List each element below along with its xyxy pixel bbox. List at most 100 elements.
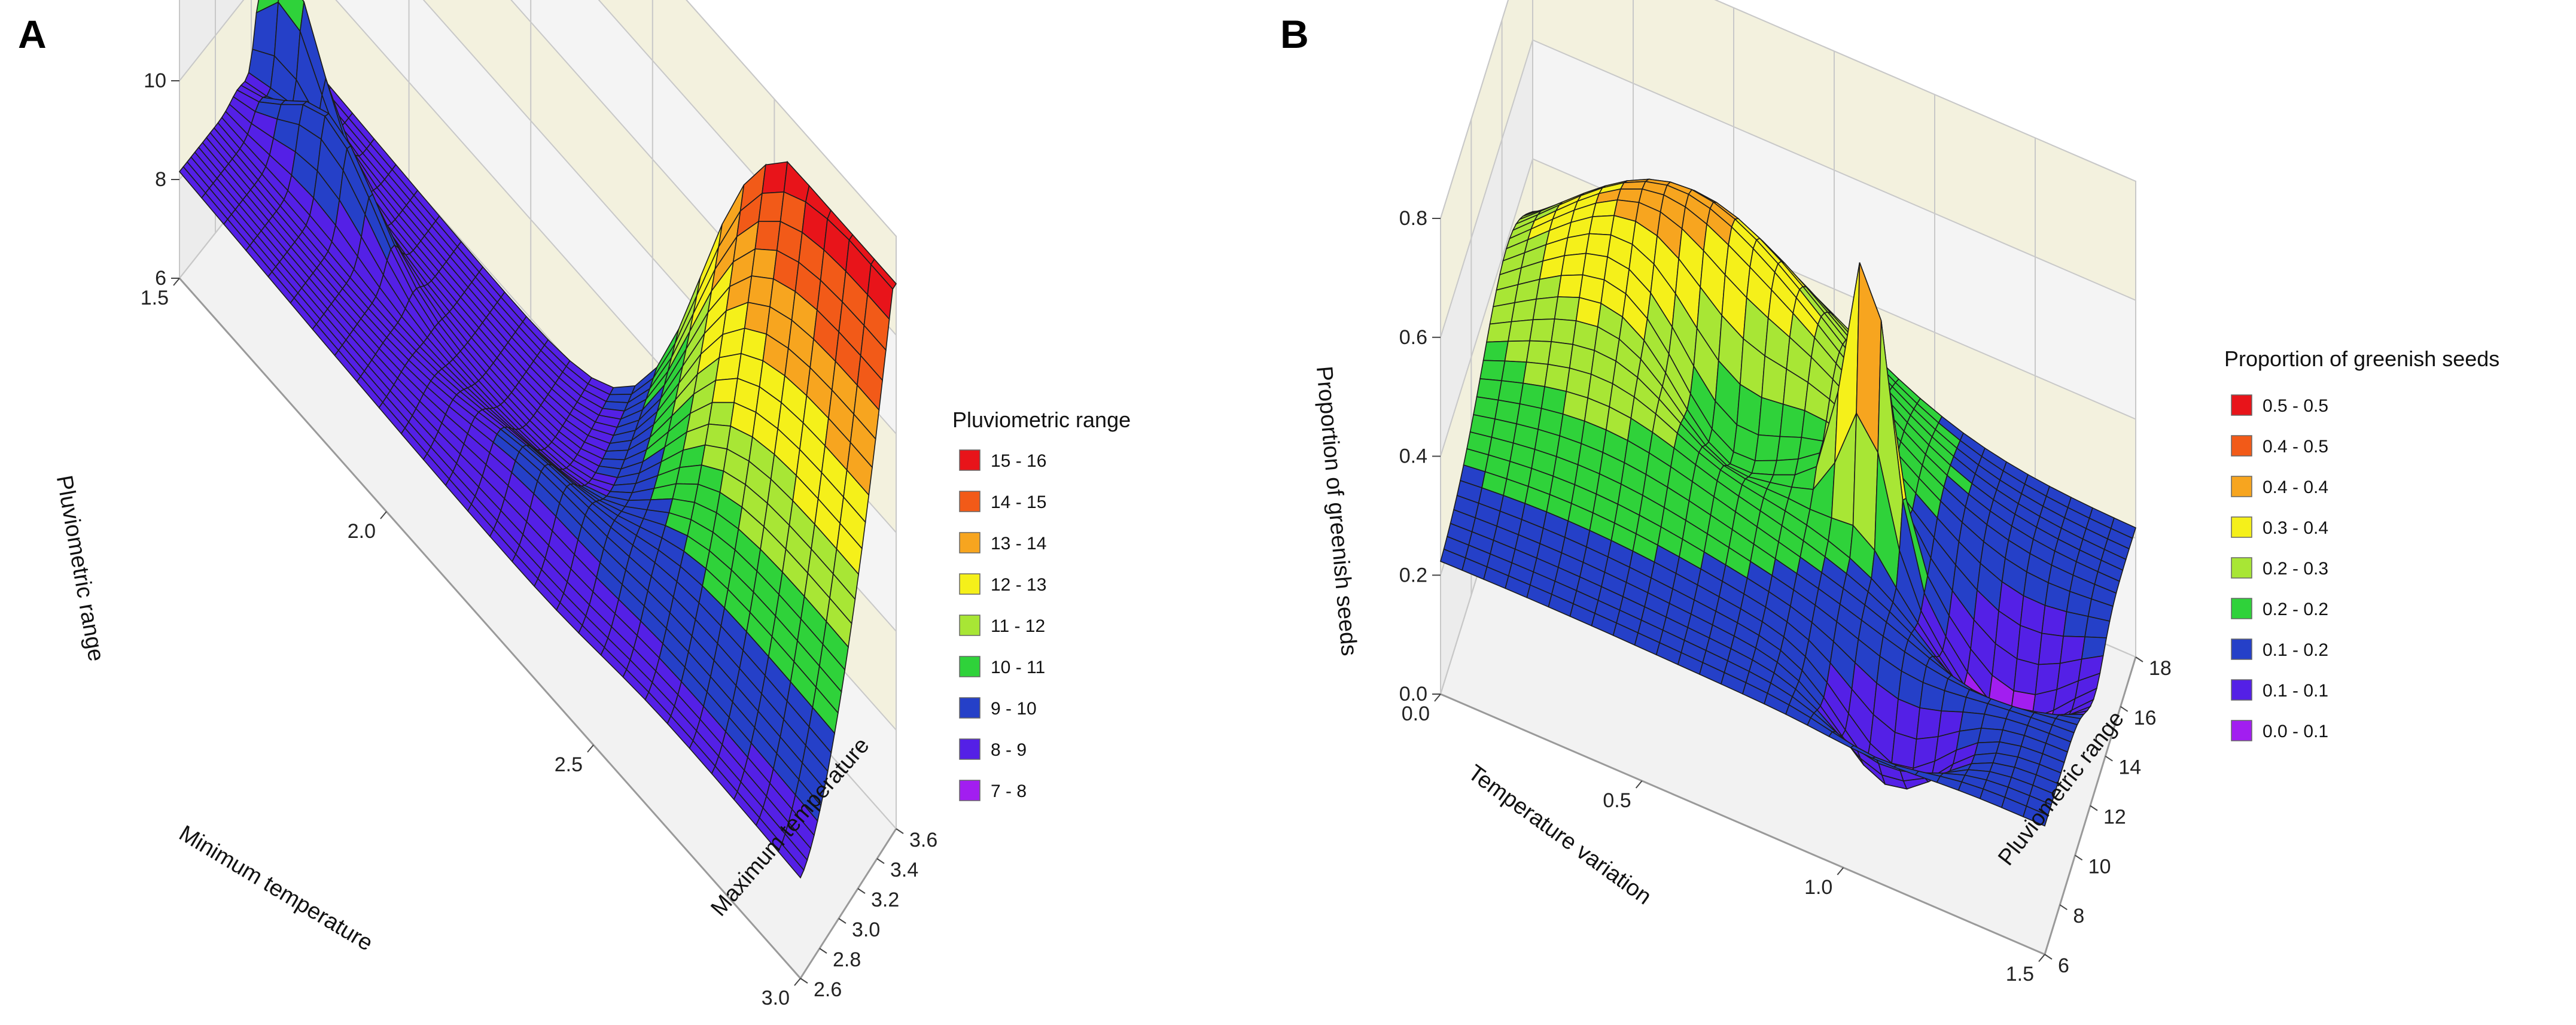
surface-cell bbox=[751, 248, 778, 280]
surface-cell bbox=[1547, 341, 1574, 369]
surface-cell bbox=[1619, 181, 1646, 190]
surface-cell bbox=[1779, 403, 1805, 438]
surface-cell bbox=[1479, 360, 1506, 382]
legend-swatch bbox=[959, 697, 981, 719]
x-tick-mark bbox=[173, 278, 180, 286]
legend-swatch bbox=[959, 780, 981, 801]
surface-cell bbox=[608, 385, 636, 396]
y-tick-mark bbox=[2075, 854, 2083, 861]
y-tick-mark bbox=[2044, 954, 2053, 960]
legend-label: 15 - 16 bbox=[991, 451, 1046, 471]
y-tick-label: 14 bbox=[2118, 756, 2141, 779]
surface-cell bbox=[711, 378, 738, 403]
y-tick-mark bbox=[838, 918, 847, 924]
z-tick-label: 0.8 bbox=[1399, 207, 1427, 230]
legend-label: 13 - 14 bbox=[991, 534, 1046, 553]
legend-swatch bbox=[959, 615, 981, 636]
legend-label: 0.4 - 0.5 bbox=[2263, 437, 2328, 457]
legend-swatch bbox=[2231, 557, 2252, 579]
legend-label: 0.1 - 0.1 bbox=[2263, 681, 2328, 701]
panel-b-legend-title: Proportion of greenish seeds bbox=[2224, 346, 2499, 371]
y-tick-label: 3.0 bbox=[852, 918, 880, 941]
x-tick-label: 1.5 bbox=[141, 287, 169, 309]
surface-cell bbox=[1585, 233, 1612, 258]
y-tick-mark bbox=[2059, 904, 2068, 910]
surface-cell bbox=[1482, 340, 1509, 362]
surface-cell bbox=[1557, 274, 1584, 299]
legend-label: 8 - 9 bbox=[991, 740, 1027, 760]
surface-cell bbox=[1971, 752, 1998, 765]
legend-swatch bbox=[2231, 435, 2252, 457]
x-tick-mark bbox=[794, 978, 801, 986]
panel-a-letter: A bbox=[18, 12, 47, 56]
surface-cell bbox=[1758, 397, 1784, 437]
legend-label: 0.5 - 0.5 bbox=[2263, 396, 2328, 416]
surface-cell bbox=[1554, 296, 1581, 321]
legend-swatch bbox=[2231, 394, 2252, 416]
legend-swatch bbox=[959, 532, 981, 553]
panel-b-ticks: 0.0 0.2 0.4 0.6 0.8 0.0 0.5 1.0 1.5 6 8 10 12 14 16 18 bbox=[1399, 207, 2172, 986]
legend-label: 0.3 - 0.4 bbox=[2263, 518, 2328, 538]
panel-b-surface bbox=[1440, 178, 2136, 827]
surface-cell bbox=[1751, 460, 1777, 476]
y-tick-mark bbox=[2090, 805, 2098, 811]
y-tick-mark bbox=[857, 888, 866, 894]
y-tick-label: 3.4 bbox=[890, 859, 918, 881]
x-tick-mark bbox=[1434, 694, 1441, 702]
legend-label: 0.2 - 0.3 bbox=[2263, 559, 2328, 579]
wall-gridline bbox=[686, 0, 897, 237]
legend-swatch bbox=[959, 656, 981, 677]
x-tick-label: 2.5 bbox=[555, 753, 583, 776]
y-tick-mark bbox=[800, 978, 808, 984]
z-tick-label: 0.2 bbox=[1399, 564, 1427, 586]
surface-cell bbox=[1532, 296, 1559, 321]
surface-cell bbox=[1560, 253, 1587, 276]
legend-label: 0.4 - 0.4 bbox=[2263, 477, 2328, 497]
z-tick-label: 6 bbox=[155, 267, 166, 290]
y-tick-label: 10 bbox=[2088, 855, 2111, 878]
x-tick-label: 0.5 bbox=[1603, 789, 1631, 812]
surface-cell bbox=[762, 161, 788, 194]
x-tick-mark bbox=[1635, 780, 1643, 789]
left-wall-band bbox=[1441, 0, 1533, 337]
panel-a-legend: Pluviometric range 15 - 16 14 - 15 13 - 14… bbox=[952, 407, 1131, 801]
surface-cell bbox=[758, 191, 785, 222]
surface-cell bbox=[602, 449, 629, 461]
z-tick-label: 10 bbox=[144, 69, 166, 92]
legend-swatch bbox=[2231, 638, 2252, 660]
surface-cell bbox=[1773, 458, 1799, 476]
legend-swatch bbox=[2231, 516, 2252, 538]
surface-cell bbox=[1486, 321, 1512, 343]
panel-b-legend: Proportion of greenish seeds 0.5 - 0.5 0.… bbox=[2224, 346, 2499, 741]
surface-cell bbox=[1508, 319, 1534, 342]
y-tick-label: 16 bbox=[2134, 707, 2157, 729]
legend-swatch bbox=[2231, 679, 2252, 701]
y-tick-label: 3.2 bbox=[871, 889, 899, 911]
z-tick-label: 0.6 bbox=[1399, 326, 1427, 349]
surface-cell bbox=[1891, 731, 1917, 769]
surface-cell bbox=[2038, 632, 2064, 665]
legend-label: 10 - 11 bbox=[991, 658, 1045, 677]
surface-cell bbox=[675, 464, 702, 485]
legend-label: 11 - 12 bbox=[991, 616, 1045, 636]
surface-cell bbox=[1916, 707, 1942, 740]
surface-cell bbox=[747, 275, 774, 308]
x-tick-mark bbox=[587, 744, 594, 753]
panel-a-legend-title: Pluviometric range bbox=[952, 407, 1131, 432]
surface-cell bbox=[2022, 805, 2049, 827]
x-tick-label: 0.0 bbox=[1402, 702, 1430, 725]
panel-b-letter: B bbox=[1280, 12, 1309, 56]
x-tick-label: 2.0 bbox=[348, 520, 376, 543]
y-tick-mark bbox=[819, 948, 827, 954]
panel-a-ticks: 6810121416181.52.02.53.02.62.83.03.23.43… bbox=[141, 69, 938, 1009]
surface-cell bbox=[1754, 434, 1781, 461]
x-tick-label: 3.0 bbox=[762, 987, 790, 1009]
wall-gridline bbox=[510, 0, 897, 434]
legend-label: 9 - 10 bbox=[991, 699, 1037, 719]
legend-swatch bbox=[2231, 720, 2252, 741]
surface-cell bbox=[754, 221, 781, 251]
surface-cell bbox=[1476, 378, 1502, 401]
y-tick-label: 6 bbox=[2058, 954, 2069, 977]
y-tick-mark bbox=[876, 858, 885, 864]
